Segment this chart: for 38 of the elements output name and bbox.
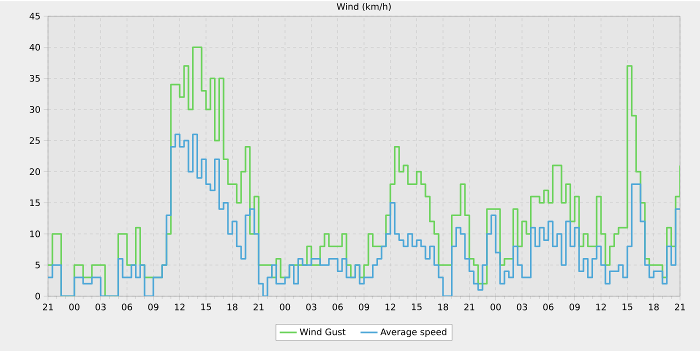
x-tick-label: 00: [490, 304, 501, 310]
x-tick-label: 00: [69, 304, 80, 310]
x-tick-label: 18: [438, 304, 448, 310]
y-tick-label: 45: [30, 12, 40, 20]
x-tick-label: 06: [332, 304, 343, 310]
x-tick-label: 09: [148, 304, 158, 310]
y-tick-label: 40: [30, 44, 40, 51]
x-tick-label: 09: [570, 304, 580, 310]
y-tick-label: 5: [36, 262, 40, 268]
y-tick-label: 20: [30, 168, 40, 176]
legend-label: Wind Gust: [300, 328, 346, 336]
x-tick-label: 03: [306, 304, 316, 310]
y-tick-label: 35: [30, 74, 40, 82]
x-tick-label: 06: [543, 304, 554, 310]
x-tick-label: 06: [122, 304, 132, 310]
x-tick-label: 15: [412, 304, 422, 310]
x-tick-label: 12: [386, 304, 396, 310]
y-tick-label: 30: [30, 106, 40, 113]
x-tick-label: 12: [174, 304, 184, 310]
x-tick-label: 21: [464, 304, 474, 310]
x-tick-label: 21: [254, 304, 264, 310]
x-tick-label: 18: [648, 304, 659, 310]
legend-label: Average speed: [380, 328, 446, 337]
x-tick-label: 09: [358, 304, 370, 310]
x-tick-label: 12: [596, 304, 606, 310]
x-tick-label: 21: [674, 304, 685, 310]
x-tick-label: 18: [228, 304, 238, 310]
y-tick-label: 10: [30, 230, 40, 238]
y-tick-label: 15: [30, 199, 40, 206]
x-tick-label: 21: [42, 304, 53, 310]
x-tick-label: 00: [280, 304, 290, 310]
y-tick-label: 25: [30, 137, 40, 144]
x-tick-label: 15: [622, 304, 632, 310]
x-tick-label: 03: [516, 304, 527, 310]
y-tick-label: 0: [35, 292, 40, 300]
x-tick-label: 15: [201, 304, 211, 310]
x-tick-label: 03: [96, 304, 106, 310]
chart-title: Wind (km/h): [336, 2, 391, 11]
